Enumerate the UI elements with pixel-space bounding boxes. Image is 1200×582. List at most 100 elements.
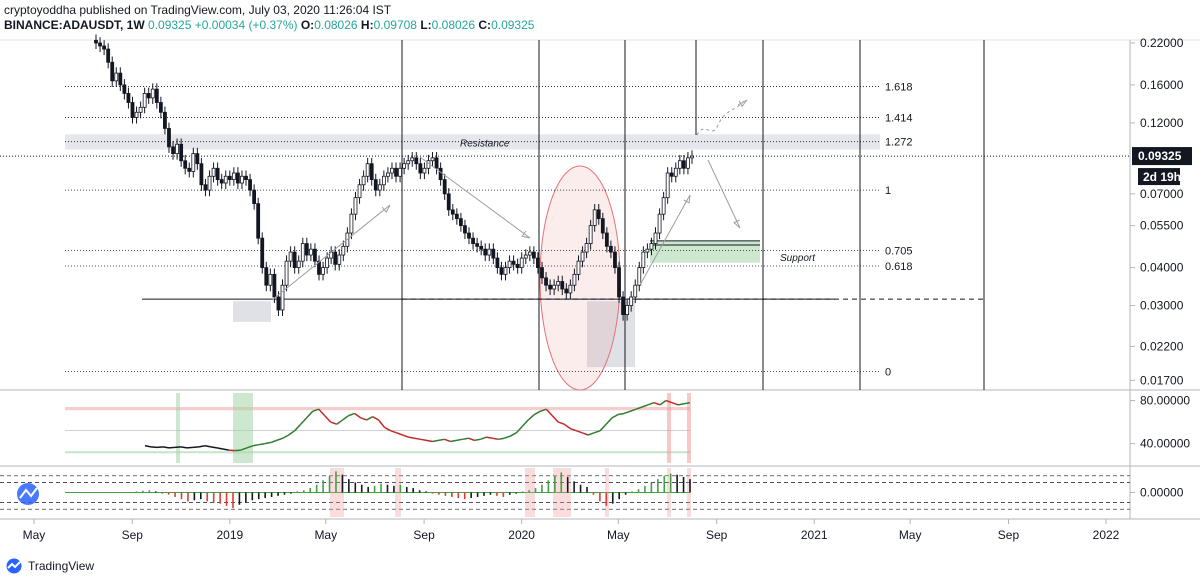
trend-arrow-shaft bbox=[639, 194, 691, 286]
candle-body bbox=[223, 175, 228, 184]
candle-body bbox=[629, 296, 634, 306]
candle-body bbox=[361, 175, 366, 186]
x-tick-label: Sep bbox=[998, 528, 1020, 542]
candle-body bbox=[596, 209, 601, 220]
candle-body bbox=[499, 267, 504, 275]
candle-body bbox=[454, 213, 459, 220]
rsi-line-segment bbox=[318, 408, 326, 417]
rsi-line-segment bbox=[306, 410, 314, 419]
macd-highlight-column bbox=[330, 468, 344, 517]
candle-body bbox=[207, 175, 212, 191]
x-tick-label: 2020 bbox=[508, 528, 535, 542]
trend-arrow-shaft bbox=[737, 99, 748, 106]
symbol-label: BINANCE:ADAUSDT, 1W bbox=[4, 18, 145, 32]
trend-arrow bbox=[419, 156, 531, 239]
candle-body bbox=[572, 273, 577, 286]
resistance-label: Resistance bbox=[460, 138, 510, 149]
candle-body bbox=[519, 257, 524, 269]
candle-body bbox=[402, 163, 407, 169]
candle-body bbox=[264, 267, 269, 286]
candle-body bbox=[341, 245, 346, 256]
close-value: 0.09325 bbox=[491, 18, 535, 32]
candle-body bbox=[199, 163, 204, 186]
y-tick-label: 0.02200 bbox=[1140, 339, 1184, 353]
candle-body bbox=[227, 175, 232, 180]
candle-body bbox=[458, 218, 463, 227]
rsi-line-segment bbox=[629, 408, 637, 413]
candle-body bbox=[357, 184, 362, 199]
rsi-line-segment bbox=[647, 401, 655, 406]
candle-body bbox=[592, 209, 597, 227]
candle-body bbox=[158, 102, 163, 113]
candle-body bbox=[102, 45, 107, 50]
rsi-line-segment bbox=[144, 445, 152, 448]
candle-body bbox=[296, 260, 301, 269]
fib-label: 1.618 bbox=[885, 82, 913, 94]
candle-body bbox=[369, 163, 374, 180]
macd-tick-label: 0.00000 bbox=[1140, 486, 1184, 500]
countdown-badge bbox=[1138, 168, 1180, 186]
rsi-line-segment bbox=[504, 435, 511, 439]
candle-body bbox=[179, 143, 184, 162]
candle-body bbox=[637, 267, 642, 286]
candle-body bbox=[106, 48, 111, 63]
fib-label: 1.414 bbox=[885, 112, 913, 124]
candle-body bbox=[252, 189, 257, 205]
projection-path bbox=[696, 99, 746, 136]
fib-label: 1 bbox=[885, 185, 891, 197]
rsi-line-segment bbox=[324, 415, 332, 423]
candle-body bbox=[365, 163, 370, 177]
trend-arrow-shaft bbox=[271, 204, 391, 301]
rsi-line-segment bbox=[228, 449, 235, 452]
rsi-line-segment bbox=[210, 446, 218, 449]
candle-body bbox=[548, 284, 552, 290]
candle-body bbox=[600, 218, 605, 234]
candle-body bbox=[511, 260, 516, 265]
footer-brand: TradingView bbox=[28, 559, 95, 573]
x-tick-label: May bbox=[607, 528, 630, 542]
candle-body bbox=[321, 267, 325, 275]
rsi-line-segment bbox=[527, 413, 535, 421]
rsi-line-segment bbox=[480, 436, 487, 441]
candle-body bbox=[414, 157, 419, 165]
rsi-line-segment bbox=[498, 437, 505, 441]
candle-body bbox=[110, 61, 115, 82]
candle-body bbox=[430, 157, 435, 162]
candle-body bbox=[645, 248, 650, 253]
highlight-ellipse bbox=[539, 165, 621, 391]
rsi-line-segment bbox=[432, 439, 439, 443]
candle-body bbox=[377, 184, 382, 191]
y-tick-label: 0.07000 bbox=[1140, 187, 1184, 201]
rsi-line-segment bbox=[390, 429, 397, 434]
candle-body bbox=[308, 248, 313, 256]
x-tick-label: Sep bbox=[413, 528, 435, 542]
chart-header: cryptoyoddha published on TradingView.co… bbox=[4, 3, 534, 33]
rsi-line-segment bbox=[486, 436, 493, 439]
publisher-line: cryptoyoddha published on TradingView.co… bbox=[4, 3, 392, 17]
candle-body bbox=[568, 284, 573, 294]
rsi-line-segment bbox=[635, 406, 643, 410]
high-label: H: bbox=[360, 18, 374, 32]
candle-body bbox=[398, 167, 402, 177]
rsi-line-segment bbox=[557, 421, 565, 425]
x-tick-label: May bbox=[314, 528, 337, 542]
candle-body bbox=[187, 167, 192, 172]
candle-body bbox=[418, 163, 423, 174]
rsi-line-segment bbox=[300, 417, 308, 425]
rsi-line-segment bbox=[168, 446, 176, 449]
rsi-line-segment bbox=[270, 439, 278, 444]
open-label: O: bbox=[300, 18, 315, 32]
candle-body bbox=[503, 267, 508, 275]
candle-body bbox=[649, 243, 654, 250]
candle-body bbox=[337, 254, 342, 265]
rsi-line-segment bbox=[450, 439, 457, 443]
rsi-line-segment bbox=[474, 438, 481, 442]
candle-body bbox=[256, 203, 261, 239]
price-badge-value: 0.09325 bbox=[1138, 149, 1182, 163]
rsi-line-segment bbox=[366, 416, 373, 421]
candle-body bbox=[122, 84, 127, 94]
candle-body bbox=[523, 254, 528, 259]
candle-body bbox=[203, 184, 208, 191]
low-box bbox=[233, 301, 271, 322]
